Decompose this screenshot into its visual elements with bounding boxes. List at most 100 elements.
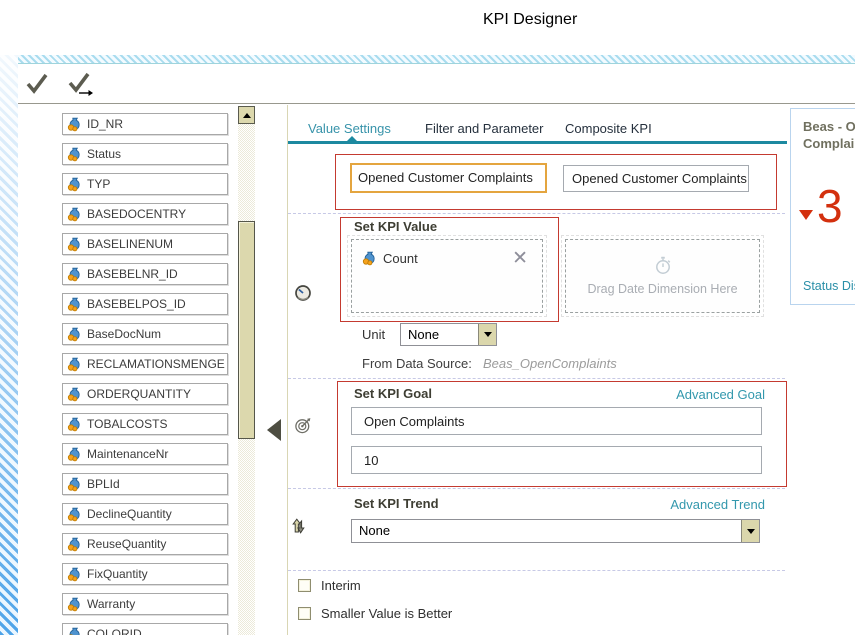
field-label: ORDERQUANTITY — [87, 387, 192, 401]
goal-name-input[interactable]: Open Complaints — [351, 407, 762, 435]
field-label: RECLAMATIONSMENGE — [87, 357, 225, 371]
section-title-trend: Set KPI Trend — [354, 496, 439, 511]
datasource-value: Beas_OpenComplaints — [483, 356, 617, 371]
field-item[interactable]: MaintenanceNr — [62, 443, 228, 465]
kpi-name-input[interactable]: Opened Customer Complaints — [350, 163, 547, 193]
field-item[interactable]: FixQuantity — [62, 563, 228, 585]
date-dimension-dropzone[interactable]: Drag Date Dimension Here — [561, 235, 764, 317]
field-label: BASEBELPOS_ID — [87, 297, 186, 311]
field-item[interactable]: RECLAMATIONSMENGE — [62, 353, 228, 375]
measure-chip[interactable]: Count ✕ — [352, 240, 542, 268]
dimension-icon — [67, 477, 82, 492]
section-separator — [288, 570, 785, 571]
field-label: ID_NR — [87, 117, 124, 131]
active-tab-indicator — [347, 136, 357, 141]
dimension-icon — [67, 147, 82, 162]
hatch-border-left — [0, 55, 18, 635]
field-item[interactable]: DeclineQuantity — [62, 503, 228, 525]
section-separator — [288, 213, 785, 214]
dimension-icon — [67, 597, 82, 612]
dimension-icon — [67, 177, 82, 192]
smaller-value-checkbox[interactable] — [298, 607, 311, 620]
field-label: BASEBELNR_ID — [87, 267, 178, 281]
dimension-icon — [67, 567, 82, 582]
gauge-icon — [294, 284, 312, 302]
advanced-trend-link[interactable]: Advanced Trend — [670, 497, 765, 512]
field-item[interactable]: ReuseQuantity — [62, 533, 228, 555]
smaller-value-label: Smaller Value is Better — [321, 606, 453, 621]
trend-icon — [291, 517, 307, 535]
field-item[interactable]: TOBALCOSTS — [62, 413, 228, 435]
field-list: ID_NR Status TYP BASEDOCENTRY BASELINENU… — [62, 113, 230, 635]
scrollbar-thumb[interactable] — [238, 221, 255, 439]
field-item[interactable]: BASEBELNR_ID — [62, 263, 228, 285]
field-label: Status — [87, 147, 122, 161]
section-title-goal: Set KPI Goal — [354, 386, 433, 401]
goal-value-input[interactable]: 10 — [351, 446, 762, 474]
field-label: BASELINENUM — [87, 237, 174, 251]
field-label: FixQuantity — [87, 567, 148, 581]
field-label: ReuseQuantity — [87, 537, 167, 551]
scroll-up-icon[interactable] — [238, 106, 255, 124]
field-label: Warranty — [87, 597, 136, 611]
dimension-icon — [67, 417, 82, 432]
kpi-display-name-input[interactable]: Opened Customer Complaints — [563, 165, 749, 192]
dropdown-arrow-icon[interactable] — [741, 520, 759, 542]
checkmark-arrow-icon[interactable] — [66, 69, 98, 97]
dimension-icon — [67, 267, 82, 282]
advanced-goal-link[interactable]: Advanced Goal — [676, 387, 765, 402]
unit-select[interactable]: None — [400, 323, 497, 346]
main-content: Value Settings Filter and Parameter Comp… — [288, 105, 787, 635]
measure-chip-label: Count — [383, 251, 418, 266]
status-distribution-link[interactable]: Status Distribution — [803, 279, 855, 293]
tab-value-settings[interactable]: Value Settings — [308, 121, 391, 136]
dimension-icon — [67, 537, 82, 552]
unit-label: Unit — [362, 327, 386, 342]
field-label: BPLId — [87, 477, 120, 491]
field-item[interactable]: ID_NR — [62, 113, 228, 135]
field-item[interactable]: Warranty — [62, 593, 228, 615]
field-label: BASEDOCENTRY — [87, 207, 187, 221]
dimension-icon — [67, 507, 82, 522]
dimension-icon — [67, 327, 82, 342]
field-label: BaseDocNum — [87, 327, 162, 341]
field-item[interactable]: BASEDOCENTRY — [62, 203, 228, 225]
trend-select[interactable]: None — [351, 519, 760, 543]
dimension-icon — [67, 357, 82, 372]
section-separator — [288, 378, 785, 379]
dimension-icon — [67, 627, 82, 635]
kpi-preview-card: Beas - Open Complaints 3 Status Distribu… — [790, 108, 855, 305]
tab-filter-and-parameter[interactable]: Filter and Parameter — [425, 121, 544, 136]
dimension-icon — [67, 207, 82, 222]
field-item[interactable]: Status — [62, 143, 228, 165]
section-separator — [288, 488, 785, 489]
field-label: MaintenanceNr — [87, 447, 169, 461]
dimension-icon — [67, 447, 82, 462]
field-item[interactable]: BASEBELPOS_ID — [62, 293, 228, 315]
panel-divider — [287, 105, 288, 635]
tab-underline — [288, 141, 787, 144]
dimension-icon — [67, 387, 82, 402]
datasource-label: From Data Source: — [362, 356, 472, 371]
measure-dropzone[interactable]: Count ✕ — [347, 235, 547, 317]
dropdown-arrow-icon[interactable] — [478, 324, 496, 345]
field-item[interactable]: BPLId — [62, 473, 228, 495]
remove-x-icon[interactable]: ✕ — [512, 248, 528, 269]
field-item[interactable]: ORDERQUANTITY — [62, 383, 228, 405]
kpi-value: 3 — [817, 180, 843, 232]
stopwatch-icon — [653, 256, 673, 276]
section-title-value: Set KPI Value — [354, 219, 438, 234]
field-label: COLORID — [87, 627, 142, 635]
collapse-left-icon[interactable] — [267, 419, 281, 441]
checkmark-icon[interactable] — [24, 70, 50, 96]
field-list-scrollbar[interactable] — [238, 106, 255, 635]
field-item[interactable]: COLORID — [62, 623, 228, 635]
interim-checkbox[interactable] — [298, 579, 311, 592]
dimension-icon — [67, 237, 82, 252]
field-item[interactable]: BASELINENUM — [62, 233, 228, 255]
field-item[interactable]: TYP — [62, 173, 228, 195]
dimension-icon — [67, 117, 82, 132]
field-item[interactable]: BaseDocNum — [62, 323, 228, 345]
tab-composite-kpi[interactable]: Composite KPI — [565, 121, 652, 136]
